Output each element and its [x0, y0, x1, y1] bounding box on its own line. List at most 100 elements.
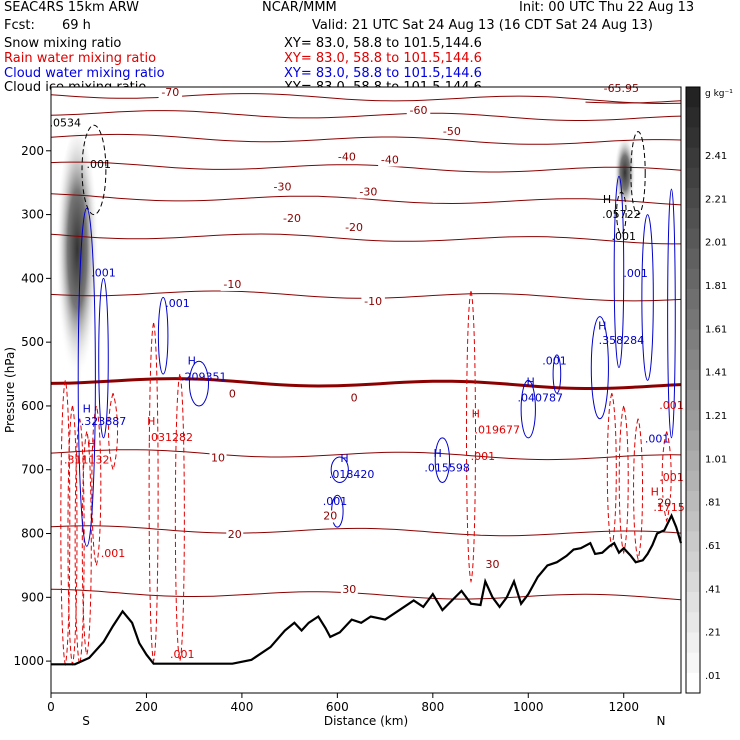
isotherm-label-bg-14 — [209, 452, 227, 465]
isotherm-label-1: -65.95 — [604, 82, 639, 95]
cloud-water-contour-4 — [330, 456, 349, 483]
isotherm-label-bg-5 — [378, 154, 402, 167]
ice-contour-1 — [630, 131, 646, 216]
isotherm-label-4: -40 — [338, 150, 356, 163]
isotherm-label-bg-0 — [158, 86, 183, 99]
colorbar-label-7: 1.01 — [705, 454, 727, 465]
rain-label-2: H — [147, 415, 155, 428]
isotherm-label-bg-8 — [280, 213, 304, 226]
isotherm-label-bg-2 — [406, 104, 431, 117]
isotherm-label-bg-12 — [227, 388, 238, 401]
isotherm-10 — [51, 449, 681, 461]
isotherm-label-8: -20 — [283, 212, 301, 225]
colorbar-step-24 — [686, 571, 700, 593]
isotherm-label-19: 30 — [485, 558, 499, 571]
rain-field-name: Rain water mixing ratio — [4, 51, 157, 66]
isotherm-label-17: 20 — [657, 497, 671, 510]
isotherm-label-bg-11 — [361, 296, 385, 309]
isotherm-label-bg-1 — [599, 83, 643, 96]
ice-label-2: H — [603, 193, 611, 206]
contour-labels: -70 -65.95 -60 -50 -40 -40 -30 -30 -20 -20 -10 -10 0… — [50, 82, 685, 661]
colorbar-step-4 — [686, 167, 700, 189]
colorbar-step-26 — [686, 612, 700, 633]
cloud-water-label-16: .001 — [645, 432, 670, 445]
colorbar-step-9 — [686, 268, 700, 290]
plot-area — [51, 87, 681, 693]
colorbar-label-2: 2.01 — [705, 238, 727, 249]
rain-label-12: .001 — [659, 399, 684, 412]
isotherm-20 — [51, 525, 681, 537]
isotherm-label-7: -30 — [359, 185, 377, 198]
cloud-water-label-4: H — [83, 402, 91, 415]
isotherm-label-bg-17 — [655, 497, 673, 510]
colorbar-step-13 — [686, 349, 700, 371]
isotherm--40 — [51, 161, 681, 173]
cloud-water-label-0: .001 — [91, 266, 116, 279]
colorbar-step-29 — [686, 672, 700, 694]
terrain-line — [51, 513, 683, 666]
colorbar-label-6: 1.21 — [705, 411, 727, 422]
y-tick-label-2: 400 — [21, 271, 44, 285]
colorbar-label-10: .41 — [705, 584, 721, 595]
y-tick-label-8: 1000 — [13, 654, 44, 668]
colorbar-step-25 — [686, 592, 700, 613]
model-title: SEAC4RS 15km ARW — [4, 0, 140, 15]
colorbar-label-0: 2.41 — [705, 151, 727, 162]
isotherm-30 — [51, 588, 681, 601]
x-tick-label-4: 800 — [421, 700, 444, 714]
colorbar-step-2 — [686, 127, 700, 149]
colorbar-label-11: .21 — [705, 628, 721, 639]
rain-label-1: .311132 — [64, 453, 110, 466]
isotherm-0 — [51, 377, 681, 390]
rain-contour-7 — [174, 373, 185, 663]
colorbar-step-18 — [686, 450, 700, 472]
colorbar-label-5: 1.41 — [705, 368, 727, 379]
isotherm-label-5: -40 — [381, 154, 399, 167]
colorbar-label-12: .01 — [705, 671, 721, 682]
colorbar-step-19 — [686, 470, 700, 492]
cloud-water-contour-2 — [157, 297, 169, 375]
rain-label-6: .001 — [471, 450, 496, 463]
cloud-water-label-7: .018420 — [329, 468, 375, 481]
colorbar-step-7 — [686, 228, 700, 250]
cloud-water-label-3: .209351 — [181, 370, 227, 383]
colorbar-frame — [685, 86, 701, 694]
isotherm-label-bg-16 — [321, 510, 339, 523]
isotherm-label-13: 0 — [351, 391, 358, 404]
colorbar-step-3 — [686, 147, 700, 169]
rain-label-4: H — [472, 407, 480, 420]
cloud-water-contours — [77, 175, 676, 547]
snow-field-name: Snow mixing ratio — [4, 36, 122, 51]
colorbar-step-5 — [686, 188, 700, 209]
fcst-value: 69 h — [62, 18, 91, 33]
x-tick-label-6: 1200 — [608, 700, 639, 714]
isotherm-label-2: -60 — [410, 104, 428, 117]
cloud-water-contour-3 — [188, 360, 209, 407]
plot-frame — [50, 86, 682, 694]
rain-label-3: .031282 — [148, 431, 194, 444]
ice-label-1: .001 — [86, 158, 111, 171]
isotherm-label-bg-19 — [483, 558, 501, 571]
isotherm--50 — [51, 133, 681, 145]
isotherm-label-15: 20 — [228, 528, 242, 541]
rain-field-xy: XY= 83.0, 58.8 to 101.5,144.6 — [284, 51, 482, 66]
isotherm-label-6: -30 — [273, 180, 291, 193]
ice-contour-2 — [616, 191, 627, 235]
x-tick-label-2: 400 — [230, 700, 253, 714]
ice-label-0: .0534 — [50, 117, 82, 130]
isotherm--60 — [51, 110, 681, 121]
x-tick-label-5: 1000 — [513, 700, 544, 714]
cloud-water-label-5: .323887 — [81, 415, 127, 428]
colorbar-step-23 — [686, 551, 700, 573]
colorbar-label-1: 2.21 — [705, 194, 727, 205]
colorbar-step-11 — [686, 309, 700, 330]
cloud-water-contour-10 — [613, 175, 625, 369]
cloud-water-label-6: H — [340, 452, 348, 465]
y-tick-label-5: 700 — [21, 463, 44, 477]
snow-field-xy: XY= 83.0, 58.8 to 101.5,144.6 — [284, 36, 482, 51]
colorbar-label-3: 1.81 — [705, 281, 727, 292]
y-tick-label-0: 200 — [21, 144, 44, 158]
colorbar-step-12 — [686, 329, 700, 351]
isotherm-label-bg-9 — [342, 222, 366, 235]
